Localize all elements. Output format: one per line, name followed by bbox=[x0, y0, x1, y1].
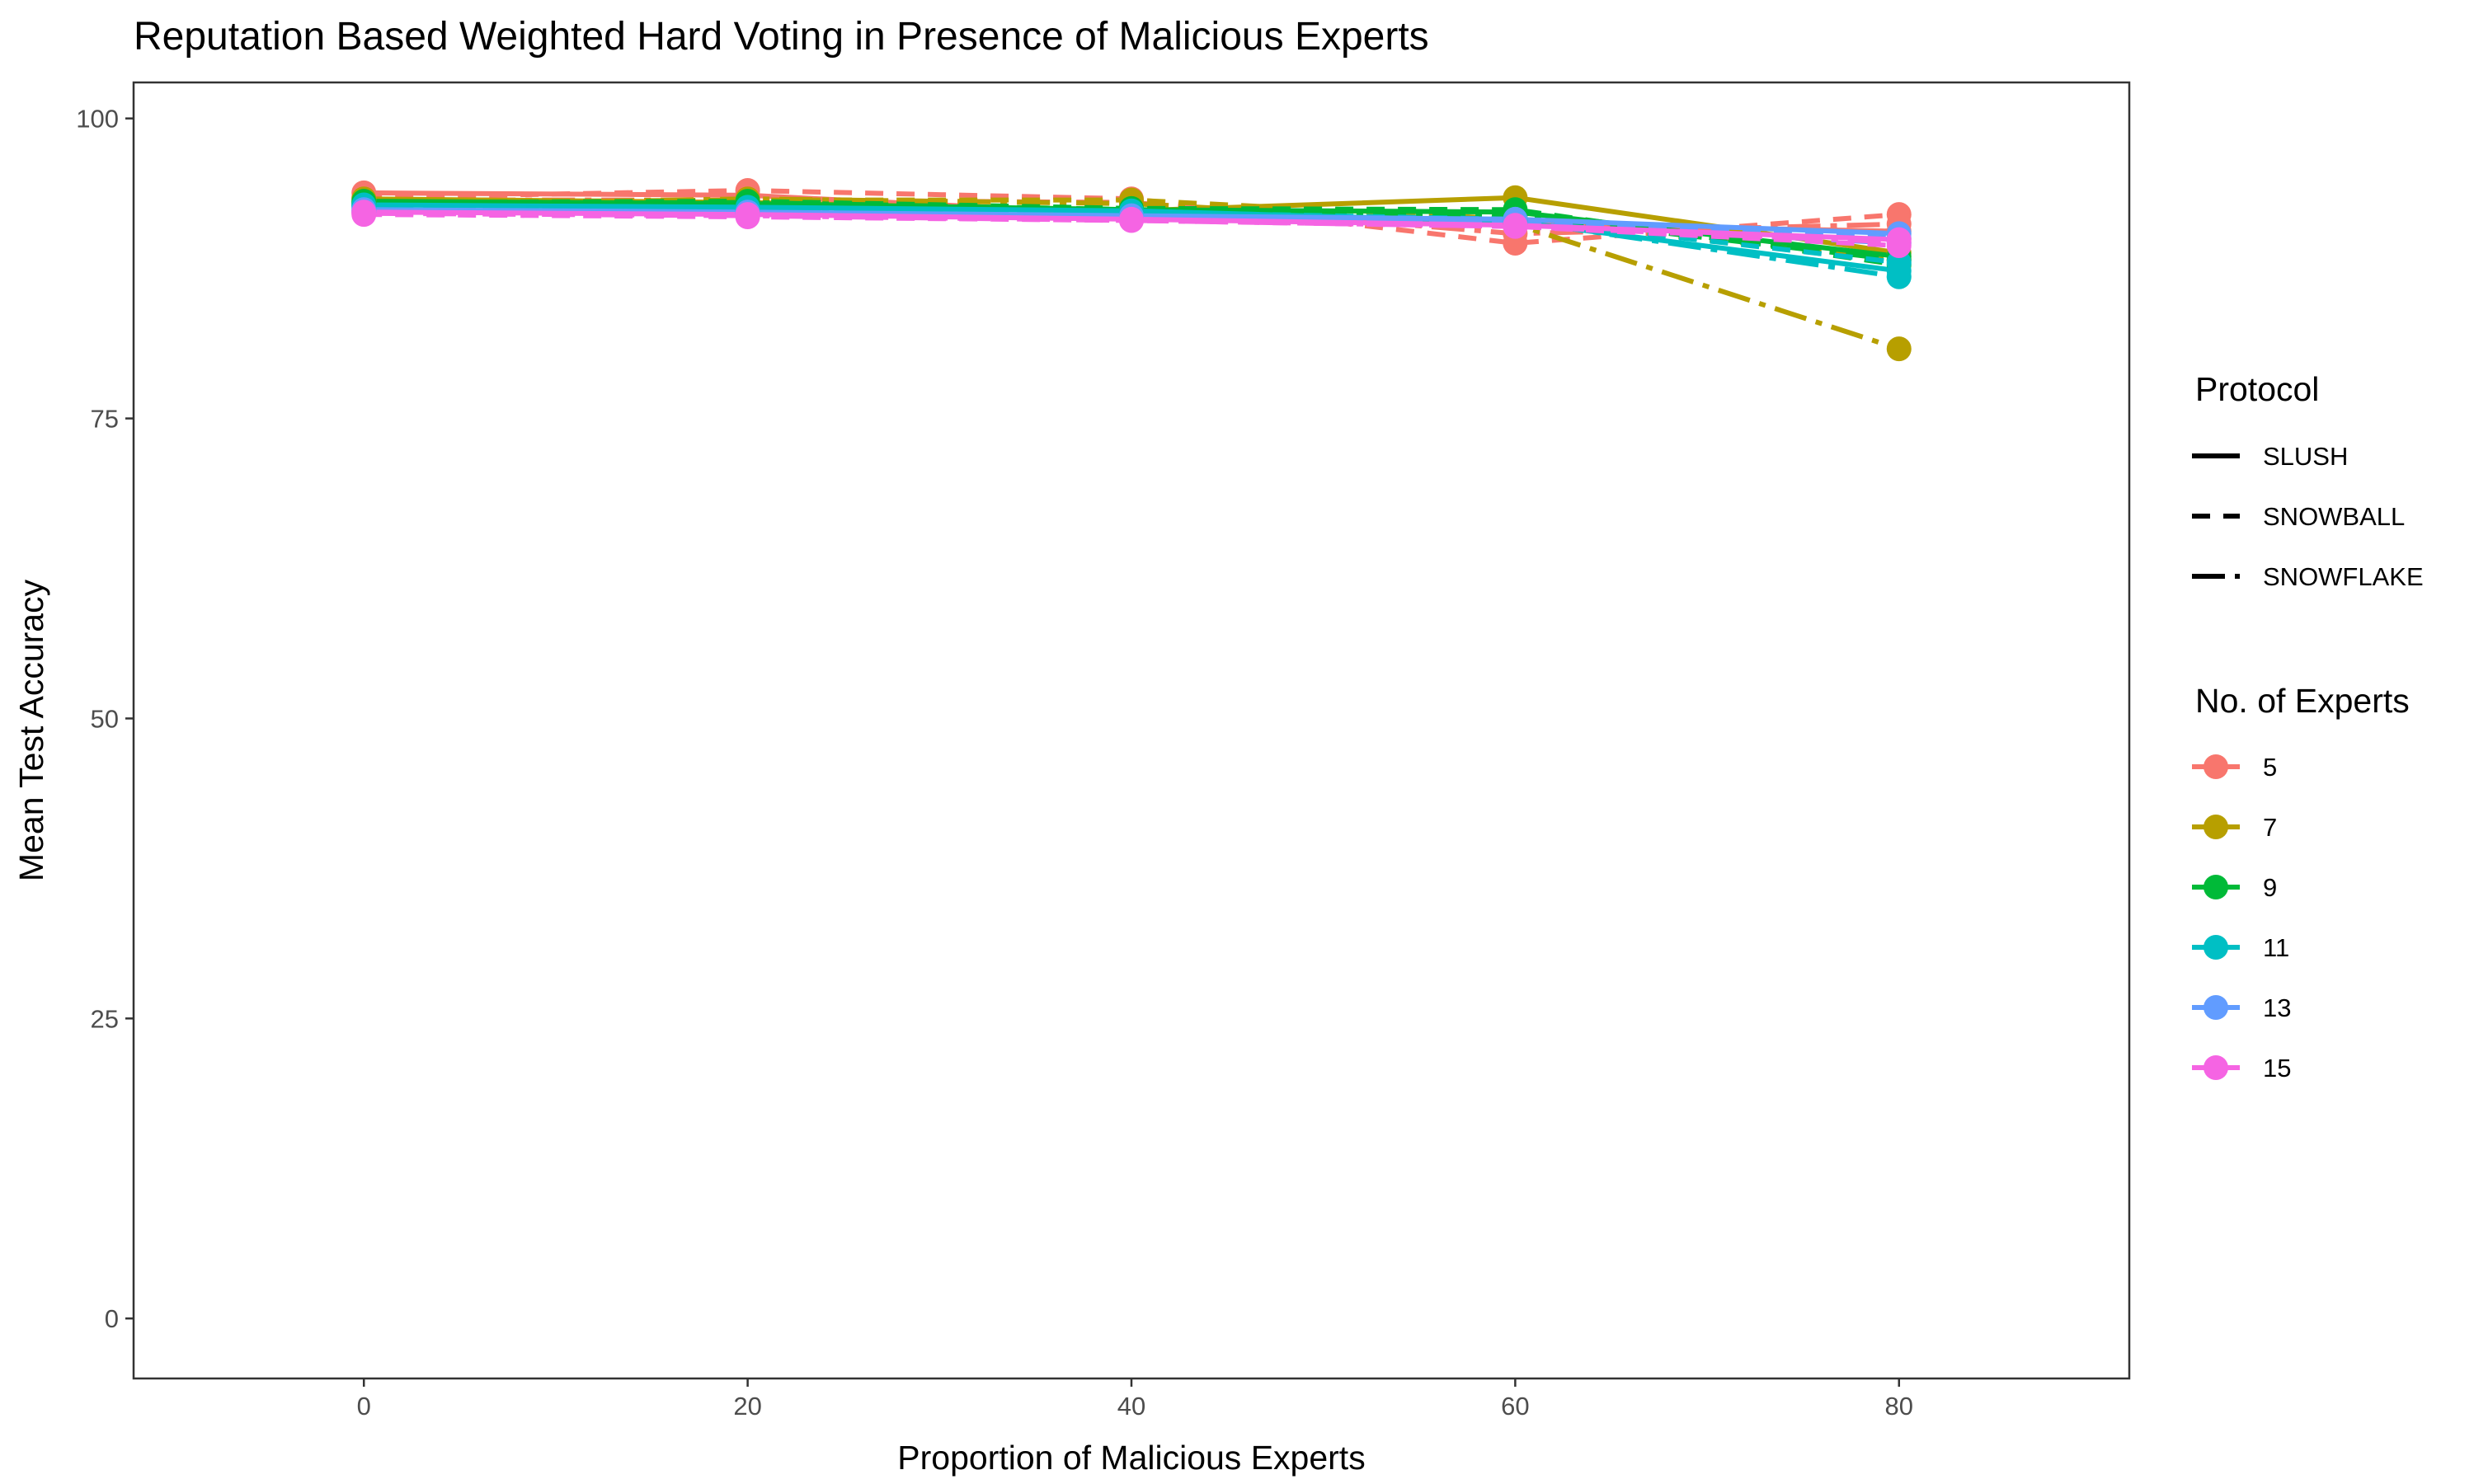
experts-legend-label: 9 bbox=[2263, 873, 2277, 902]
y-tick-label: 100 bbox=[76, 105, 119, 134]
data-point-7-experts-snowflake bbox=[1886, 336, 1912, 362]
x-tick-label: 40 bbox=[1117, 1392, 1145, 1421]
experts-legend-label: 5 bbox=[2263, 753, 2277, 782]
experts-legend-key-point bbox=[2204, 875, 2228, 899]
data-point-15-experts-snowflake bbox=[351, 200, 377, 226]
experts-legend-key-point bbox=[2204, 935, 2228, 960]
data-point-11-experts-snowflake bbox=[1886, 264, 1912, 289]
y-axis-title: Mean Test Accuracy bbox=[12, 579, 50, 881]
y-tick-label: 50 bbox=[91, 704, 119, 733]
protocol-legend-label: SNOWBALL bbox=[2263, 502, 2405, 531]
x-axis-title: Proportion of Malicious Experts bbox=[897, 1439, 1365, 1477]
experts-legend-entries: 5 7 9 11 13 15 bbox=[2192, 753, 2291, 1082]
chart-title: Reputation Based Weighted Hard Voting in… bbox=[134, 15, 1429, 59]
experts-legend-label: 15 bbox=[2263, 1054, 2291, 1082]
experts-legend-label: 13 bbox=[2263, 993, 2291, 1022]
experts-legend-key-point bbox=[2204, 754, 2228, 779]
protocol-legend-entries: SLUSH SNOWBALL SNOWFLAKE bbox=[2192, 442, 2424, 591]
data-point-15-experts-snowflake bbox=[735, 203, 760, 228]
experts-legend-key-point bbox=[2204, 995, 2228, 1020]
plot-panel bbox=[132, 81, 2131, 1380]
protocol-legend-label: SLUSH bbox=[2263, 442, 2348, 471]
experts-legend-key-point bbox=[2204, 1055, 2228, 1080]
y-tick-label: 25 bbox=[91, 1004, 119, 1033]
protocol-legend-title: Protocol bbox=[2195, 370, 2319, 408]
x-axis: 0 20 40 60 80 bbox=[357, 1378, 1913, 1421]
x-tick-label: 60 bbox=[1501, 1392, 1529, 1421]
experts-legend-label: 11 bbox=[2263, 933, 2289, 962]
points-layer bbox=[351, 178, 1912, 362]
plot-area bbox=[132, 81, 2131, 1380]
protocol-legend: Protocol SLUSH SNOWBALL SNOWFLAKE bbox=[2192, 370, 2424, 591]
data-point-15-experts-snowflake bbox=[1886, 229, 1912, 255]
x-tick-label: 80 bbox=[1885, 1392, 1913, 1421]
series-line-15-experts-snowflake bbox=[364, 210, 1899, 245]
series-line-9-experts-snowflake bbox=[364, 200, 1900, 263]
data-point-15-experts-snowflake bbox=[1119, 208, 1144, 233]
experts-legend-title: No. of Experts bbox=[2195, 682, 2410, 720]
experts-legend-label: 7 bbox=[2263, 813, 2277, 842]
y-tick-label: 0 bbox=[105, 1304, 119, 1333]
data-point-15-experts-snowflake bbox=[1503, 214, 1528, 239]
protocol-legend-label: SNOWFLAKE bbox=[2263, 562, 2424, 591]
experts-legend: No. of Experts 5 7 9 11 13 15 bbox=[2192, 682, 2410, 1082]
experts-legend-key-point bbox=[2204, 815, 2228, 839]
x-tick-label: 20 bbox=[733, 1392, 761, 1421]
x-tick-label: 0 bbox=[357, 1392, 371, 1421]
y-axis: 0 25 50 75 100 bbox=[76, 105, 134, 1333]
y-tick-label: 75 bbox=[91, 405, 119, 434]
